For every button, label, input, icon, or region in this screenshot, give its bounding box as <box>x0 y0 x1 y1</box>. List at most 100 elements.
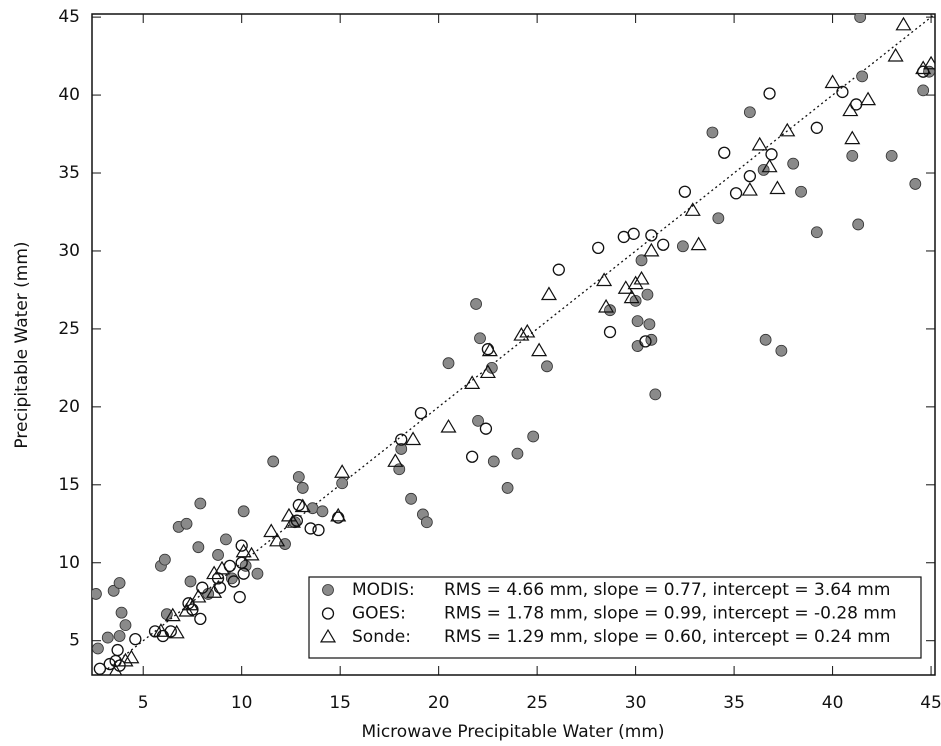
point <box>220 533 232 546</box>
point <box>501 482 514 494</box>
point <box>895 16 912 31</box>
point <box>117 652 134 667</box>
point <box>479 364 496 379</box>
legend-box <box>308 576 922 659</box>
point <box>269 532 286 547</box>
point <box>511 447 524 460</box>
point <box>212 549 224 561</box>
point <box>292 498 305 512</box>
point <box>729 187 743 200</box>
y-tick-label: 20 <box>58 397 80 417</box>
point <box>92 642 104 655</box>
point <box>474 332 486 345</box>
point <box>296 482 309 494</box>
point <box>854 14 867 24</box>
legend-stats: RMS = 1.29 mm, slope = 0.60, intercept =… <box>444 627 890 647</box>
x-tick-label: 20 <box>428 693 450 713</box>
point <box>107 584 120 597</box>
point <box>233 590 246 604</box>
point <box>678 185 692 198</box>
point <box>629 294 642 307</box>
point <box>751 136 768 151</box>
x-tick-label: 25 <box>526 693 548 713</box>
point <box>712 212 725 225</box>
point <box>852 218 865 231</box>
point <box>639 335 652 348</box>
point <box>93 662 107 675</box>
y-axis-label: Precipitable Water (mm) <box>12 241 32 448</box>
point <box>279 538 291 550</box>
y-tick-label: 35 <box>58 163 80 183</box>
point <box>227 575 240 588</box>
point <box>470 298 482 310</box>
point <box>237 567 250 580</box>
point <box>184 575 197 588</box>
point <box>810 121 823 134</box>
point <box>472 414 484 427</box>
point <box>464 375 481 389</box>
point <box>292 471 305 483</box>
y-tick-label: 10 <box>58 553 80 573</box>
legend-stats: RMS = 4.66 mm, slope = 0.77, intercept =… <box>444 580 890 600</box>
point <box>395 433 408 446</box>
point <box>649 388 662 401</box>
point <box>885 149 898 162</box>
point <box>603 325 617 339</box>
point <box>213 581 227 594</box>
y-tick-label: 45 <box>58 7 80 27</box>
one-to-one-line <box>99 14 935 675</box>
point <box>846 149 859 162</box>
point <box>213 560 231 575</box>
point <box>168 624 185 639</box>
point <box>115 606 128 619</box>
point <box>440 418 457 433</box>
y-tick-label: 30 <box>58 241 80 261</box>
x-tick-label: 15 <box>329 693 351 713</box>
legend-marker <box>322 584 334 596</box>
point <box>192 541 205 554</box>
point <box>164 607 181 622</box>
point <box>395 443 408 455</box>
point <box>761 158 778 173</box>
point <box>284 514 301 528</box>
point <box>706 126 719 139</box>
point <box>643 318 656 331</box>
point <box>111 643 124 657</box>
point <box>190 588 207 603</box>
point <box>158 553 171 566</box>
x-tick-label: 10 <box>231 693 253 713</box>
point <box>414 406 428 420</box>
point <box>741 181 758 196</box>
point <box>519 323 536 338</box>
point <box>235 539 248 552</box>
point <box>859 91 877 106</box>
point <box>113 630 126 642</box>
point <box>779 122 796 137</box>
point <box>267 455 280 468</box>
point <box>775 344 788 357</box>
point <box>442 357 455 370</box>
point <box>304 522 317 535</box>
point <box>598 298 615 313</box>
point <box>541 360 553 373</box>
point <box>108 663 123 675</box>
point <box>330 507 347 522</box>
point <box>237 505 250 518</box>
point <box>596 272 613 287</box>
point <box>206 565 223 580</box>
x-tick-label: 30 <box>625 693 647 713</box>
legend-label: MODIS: <box>352 580 415 600</box>
point <box>836 85 849 99</box>
point <box>334 464 351 478</box>
point <box>592 241 605 254</box>
point <box>631 315 644 328</box>
point <box>103 657 116 671</box>
point <box>531 342 548 357</box>
point <box>263 523 280 538</box>
point <box>235 543 252 558</box>
point <box>540 286 558 301</box>
point <box>759 333 772 346</box>
point <box>194 612 207 626</box>
y-tick-label: 15 <box>58 475 80 495</box>
